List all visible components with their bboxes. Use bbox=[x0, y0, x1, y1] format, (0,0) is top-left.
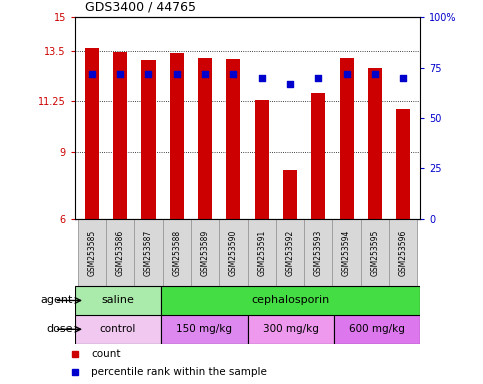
Text: GSM253592: GSM253592 bbox=[285, 229, 295, 276]
Bar bbox=[396, 109, 410, 219]
Text: GSM253594: GSM253594 bbox=[342, 229, 351, 276]
Bar bbox=[191, 219, 219, 286]
Point bbox=[314, 75, 322, 81]
Text: agent: agent bbox=[40, 295, 72, 306]
Point bbox=[258, 75, 266, 81]
Bar bbox=[142, 60, 156, 219]
Bar bbox=[75, 315, 161, 344]
Bar bbox=[332, 219, 361, 286]
Text: 300 mg/kg: 300 mg/kg bbox=[263, 324, 319, 334]
Bar bbox=[368, 68, 382, 219]
Bar bbox=[255, 100, 269, 219]
Bar bbox=[283, 170, 297, 219]
Bar bbox=[161, 315, 247, 344]
Text: GSM253593: GSM253593 bbox=[314, 229, 323, 276]
Bar bbox=[75, 286, 161, 315]
Point bbox=[201, 71, 209, 77]
Point bbox=[371, 71, 379, 77]
Bar bbox=[85, 48, 99, 219]
Bar bbox=[227, 59, 241, 219]
Bar bbox=[361, 219, 389, 286]
Bar bbox=[276, 219, 304, 286]
Bar bbox=[340, 58, 354, 219]
Text: GDS3400 / 44765: GDS3400 / 44765 bbox=[85, 0, 196, 13]
Text: GSM253586: GSM253586 bbox=[115, 229, 125, 276]
Text: GSM253587: GSM253587 bbox=[144, 229, 153, 276]
Text: control: control bbox=[100, 324, 136, 334]
Bar bbox=[304, 219, 332, 286]
Bar bbox=[311, 93, 326, 219]
Text: GSM253591: GSM253591 bbox=[257, 229, 266, 276]
Bar bbox=[78, 219, 106, 286]
Bar bbox=[334, 315, 420, 344]
Text: count: count bbox=[91, 349, 121, 359]
Text: 600 mg/kg: 600 mg/kg bbox=[349, 324, 405, 334]
Text: 150 mg/kg: 150 mg/kg bbox=[176, 324, 232, 334]
Point bbox=[144, 71, 152, 77]
Text: GSM253585: GSM253585 bbox=[87, 229, 96, 276]
Bar bbox=[161, 286, 420, 315]
Text: GSM253595: GSM253595 bbox=[370, 229, 380, 276]
Text: cephalosporin: cephalosporin bbox=[252, 295, 330, 306]
Bar bbox=[134, 219, 163, 286]
Bar bbox=[389, 219, 417, 286]
Text: dose: dose bbox=[46, 324, 72, 334]
Bar bbox=[198, 58, 212, 219]
Text: GSM253589: GSM253589 bbox=[200, 229, 210, 276]
Bar bbox=[163, 219, 191, 286]
Point bbox=[343, 71, 351, 77]
Point bbox=[286, 81, 294, 87]
Bar bbox=[247, 315, 334, 344]
Text: GSM253588: GSM253588 bbox=[172, 229, 181, 276]
Text: GSM253596: GSM253596 bbox=[399, 229, 408, 276]
Point bbox=[399, 75, 407, 81]
Text: GSM253590: GSM253590 bbox=[229, 229, 238, 276]
Point bbox=[229, 71, 237, 77]
Text: saline: saline bbox=[101, 295, 134, 306]
Bar bbox=[106, 219, 134, 286]
Point bbox=[173, 71, 181, 77]
Bar bbox=[219, 219, 248, 286]
Point bbox=[116, 71, 124, 77]
Bar bbox=[248, 219, 276, 286]
Bar bbox=[170, 53, 184, 219]
Point bbox=[88, 71, 96, 77]
Text: percentile rank within the sample: percentile rank within the sample bbox=[91, 367, 267, 377]
Bar bbox=[113, 52, 127, 219]
